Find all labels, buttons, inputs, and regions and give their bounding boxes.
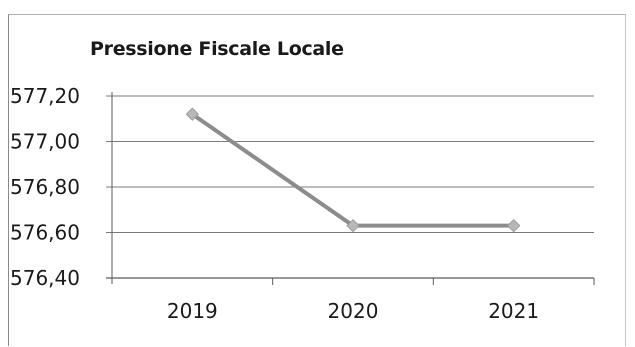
gridlines — [106, 95, 594, 233]
y-tick-label: 576,60 — [10, 221, 80, 245]
y-tick-label: 577,20 — [10, 84, 80, 108]
y-tick-label: 576,40 — [10, 266, 80, 290]
axes — [106, 92, 595, 285]
chart-frame — [8, 14, 626, 346]
y-tick-labels: 576,40 576,60 576,80 577,00 577,20 — [10, 84, 80, 290]
series-line — [191, 112, 514, 228]
data-point-marker — [506, 218, 521, 233]
series — [185, 107, 521, 233]
data-point-marker — [346, 218, 360, 233]
x-tick-label: 2021 — [488, 299, 539, 323]
x-tick-label: 2020 — [328, 299, 379, 323]
chart-title: Pressione Fiscale Locale — [90, 38, 344, 60]
y-tick-label: 577,00 — [10, 130, 80, 154]
data-point-marker — [185, 107, 200, 121]
x-tick-label: 2019 — [167, 299, 218, 323]
y-tick-label: 576,80 — [10, 175, 80, 199]
x-tick-labels: 2019 2020 2021 — [167, 299, 539, 323]
